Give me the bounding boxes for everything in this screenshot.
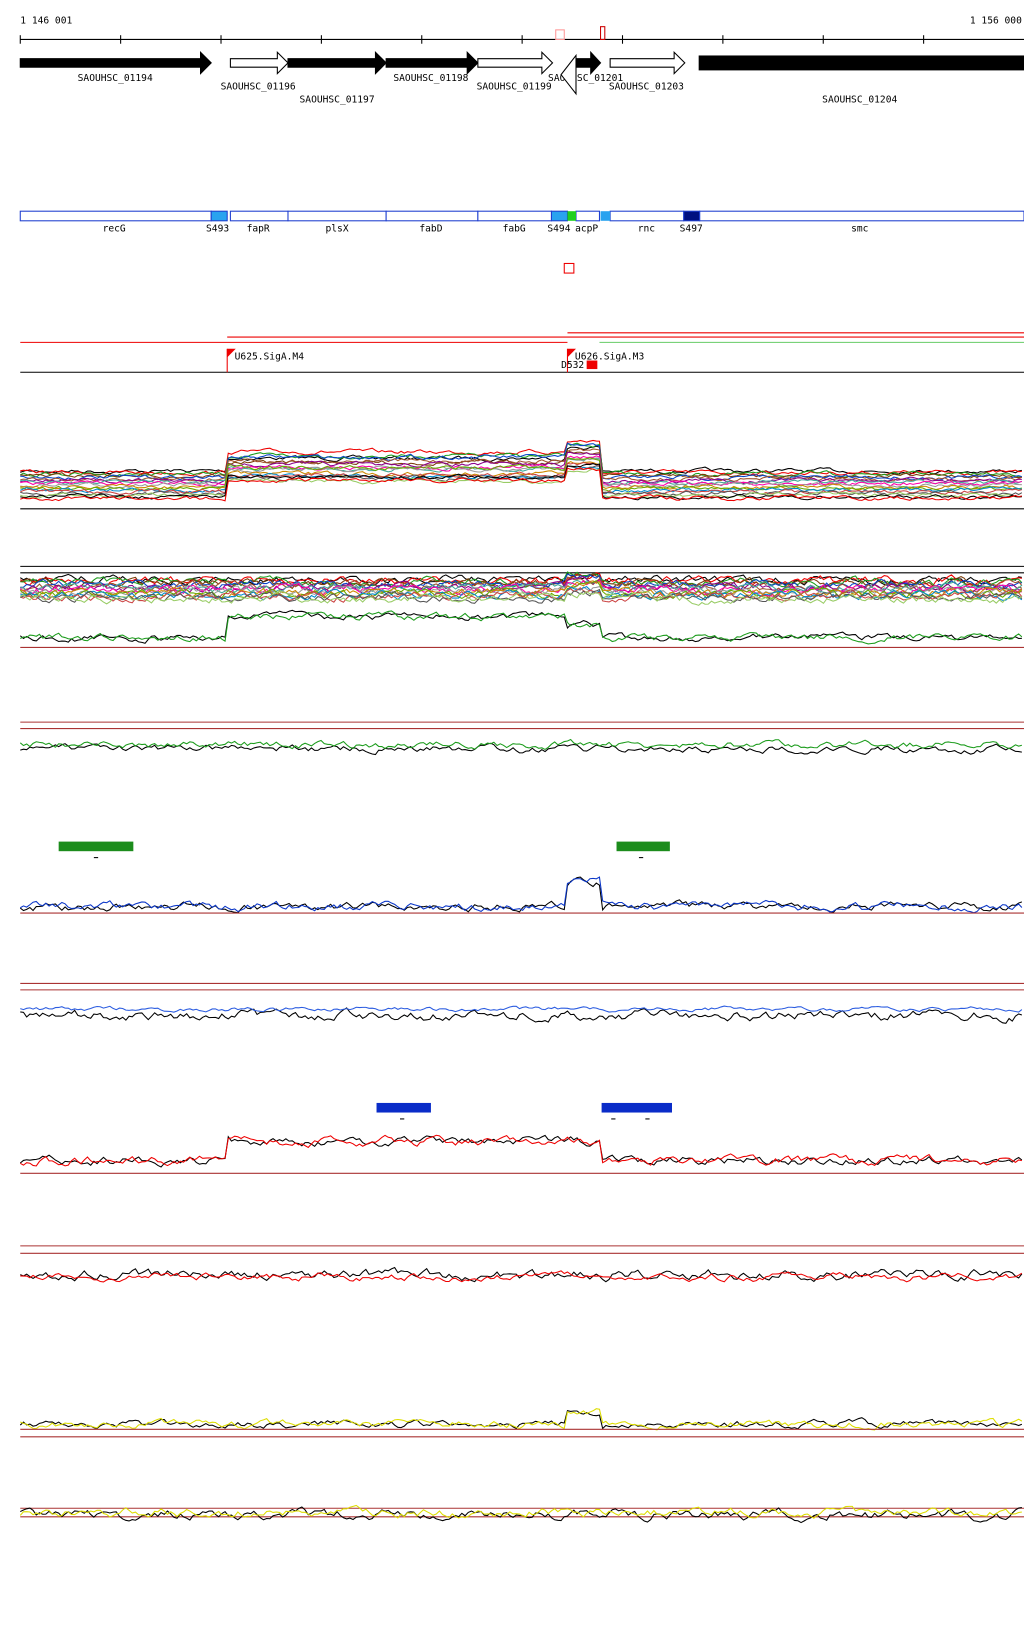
- signal-line: [20, 461, 1023, 496]
- feature-box: [683, 210, 701, 222]
- gene-arrow: [19, 50, 212, 75]
- signal-line: [20, 572, 1022, 588]
- promoter-label: U626.SigA.M3: [575, 351, 645, 362]
- feature-box: [229, 210, 289, 222]
- feature-label: acpP: [575, 223, 598, 234]
- signal-line: [20, 742, 1022, 756]
- start-coordinate: 1 146 001: [20, 15, 72, 26]
- region-bar: [376, 1102, 431, 1113]
- gene-arrow: [575, 50, 602, 75]
- feature-label: S494: [547, 223, 570, 234]
- signal-line: [20, 1266, 1023, 1283]
- feature-box: [19, 210, 212, 222]
- gene-label: SAOUHSC_01204: [822, 94, 897, 105]
- signal-line: [20, 451, 1022, 484]
- marker: [600, 26, 606, 40]
- feature-box: [567, 211, 576, 221]
- gene-label: SAOUHSC_01201: [548, 73, 623, 84]
- feature-label: rnc: [638, 223, 655, 234]
- gene-label: SAOUHSC_01198: [393, 73, 468, 84]
- promoter-label: D532: [561, 360, 584, 371]
- gene-arrow: [698, 55, 1024, 71]
- signal-line: [20, 584, 1023, 600]
- feature-box: [699, 210, 1024, 222]
- signal-line: [19, 1134, 1023, 1168]
- gene-arrow: [385, 50, 479, 75]
- signal-line: [20, 1270, 1023, 1283]
- end-coordinate: 1 156 000: [970, 15, 1022, 26]
- feature-label: S497: [680, 223, 703, 234]
- signal-line: [20, 1408, 1023, 1431]
- signal-line: [19, 609, 1022, 644]
- gene-arrow: [229, 50, 289, 75]
- gene-label: SAOUHSC_01194: [78, 73, 153, 84]
- promoter-flag: [227, 348, 236, 358]
- signal-line: [19, 590, 1023, 606]
- marker: [563, 262, 575, 274]
- gene-label: SAOUHSC_01197: [300, 94, 375, 105]
- gene-arrow: [477, 50, 554, 75]
- signal-line: [20, 1134, 1022, 1167]
- feature-box: [575, 210, 600, 222]
- feature-box: [550, 210, 568, 222]
- feature-label: plsX: [326, 223, 349, 234]
- signal-line: [19, 572, 1022, 587]
- feature-label: smc: [851, 223, 868, 234]
- feature-box: [600, 211, 611, 221]
- signal-line: [20, 579, 1022, 597]
- region-bar: [616, 841, 670, 852]
- feature-label: fabG: [503, 223, 526, 234]
- signal-line: [20, 610, 1023, 645]
- feature-box: [287, 210, 387, 222]
- promoter-flag: [567, 348, 576, 358]
- gene-arrow: [560, 53, 577, 96]
- signal-line: [20, 468, 1022, 499]
- signal-line: [20, 876, 1023, 914]
- feature-box: [210, 210, 228, 222]
- feature-label: fabD: [419, 223, 442, 234]
- feature-label: recG: [103, 223, 126, 234]
- signal-line: [20, 1005, 1023, 1013]
- feature-box: [477, 210, 552, 222]
- signal-line: [20, 439, 1022, 477]
- marker: [555, 29, 565, 40]
- feature-box: [385, 210, 479, 222]
- gene-label: SAOUHSC_01203: [609, 82, 684, 93]
- signal-line: [20, 442, 1023, 481]
- signal-line: [19, 738, 1023, 751]
- signal-line: [20, 457, 1022, 493]
- signal-line: [20, 467, 1023, 502]
- signal-line: [20, 457, 1022, 490]
- region-bar: [58, 841, 134, 852]
- signal-line: [20, 1007, 1023, 1024]
- signal-line: [19, 1504, 1022, 1519]
- feature-label: fapR: [247, 223, 270, 234]
- gene-arrow: [609, 50, 686, 75]
- region-bar: [601, 1102, 672, 1113]
- promoter-box: [586, 360, 598, 370]
- feature-box: [609, 210, 685, 222]
- promoter-label: U625.SigA.M4: [235, 351, 305, 362]
- signal-line: [20, 587, 1023, 604]
- signal-line: [20, 465, 1023, 498]
- gene-arrow: [287, 50, 387, 75]
- gene-label: SAOUHSC_01196: [221, 82, 296, 93]
- signal-line: [19, 1410, 1023, 1430]
- feature-label: S493: [206, 223, 229, 234]
- gene-label: SAOUHSC_01199: [477, 82, 552, 93]
